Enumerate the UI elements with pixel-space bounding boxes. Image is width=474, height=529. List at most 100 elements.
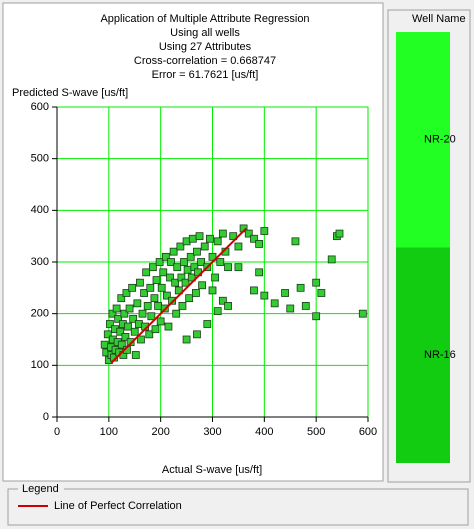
point [335,229,344,238]
point [128,283,137,292]
legend-box [7,488,469,526]
point [117,294,126,303]
x-tick-label: 600 [359,426,377,438]
point [154,302,162,310]
point [146,283,155,292]
well-label: NR-16 [424,349,456,361]
x-axis-label: Actual S-wave [us/ft] [162,464,262,476]
legend-label: Line of Perfect Correlation [54,500,182,512]
legend-title: Legend [22,483,59,495]
point [143,302,152,310]
x-tick-label: 300 [203,426,221,438]
point [125,304,134,313]
point [213,307,222,315]
point [169,247,178,256]
point [244,229,253,238]
point [164,322,173,331]
well-color [396,32,450,248]
point [301,302,310,310]
point [162,291,171,300]
point [208,252,217,261]
point [159,268,168,277]
point [260,291,269,300]
point [183,265,192,274]
point [105,320,114,328]
point [234,242,243,251]
point [182,335,191,344]
wells-title: Well Name [412,13,466,25]
point [188,234,197,243]
y-tick-label: 200 [31,308,49,320]
point [208,286,217,295]
point [136,278,144,287]
point [203,320,212,328]
point [155,258,164,266]
point [147,312,156,321]
point [180,258,188,266]
point [129,314,138,323]
reference-line [110,227,247,364]
y-tick-label: 400 [31,204,49,216]
point [168,296,176,305]
y-axis-label: Predicted S-wave [us/ft] [12,87,128,99]
point [216,258,225,266]
point [250,286,258,295]
point [140,289,148,297]
point [218,296,227,305]
point [206,234,214,243]
y-tick-label: 500 [31,153,49,165]
point [133,299,142,308]
point [178,302,187,310]
point [167,258,175,266]
point [176,242,185,251]
point [281,289,289,297]
point [286,304,295,313]
point [193,247,201,256]
point [142,268,151,277]
point [150,294,159,303]
subtitle: Using 27 Attributes [159,41,252,53]
point [114,314,123,323]
point [157,283,166,292]
point [145,330,154,339]
point [116,327,125,336]
point [192,289,200,297]
point [260,227,269,235]
point [181,278,190,287]
point [166,273,174,282]
point [172,309,181,318]
point [152,276,161,284]
point [234,263,243,272]
x-tick-label: 400 [255,426,273,438]
point [138,309,147,318]
point [117,340,126,349]
point [151,325,160,334]
well-color [396,247,450,463]
x-tick-label: 0 [54,426,60,438]
point [131,351,140,359]
point [255,268,264,277]
subtitle: Error = 61.7621 [us/ft] [152,69,259,81]
point [108,309,117,318]
point [130,327,139,336]
legend-title-bg [18,482,64,496]
y-tick-label: 100 [31,359,49,371]
point [312,312,321,321]
point [291,237,300,246]
point [156,317,165,326]
point [121,333,130,341]
point [224,302,232,310]
point [250,234,258,243]
point [213,237,222,246]
point [161,252,170,261]
point [312,278,321,287]
point [112,304,121,313]
y-tick-label: 300 [31,256,49,268]
point [327,255,336,264]
point [198,281,207,290]
point [186,252,195,261]
well-panel [387,9,471,483]
x-tick-label: 500 [307,426,325,438]
point [120,309,129,318]
